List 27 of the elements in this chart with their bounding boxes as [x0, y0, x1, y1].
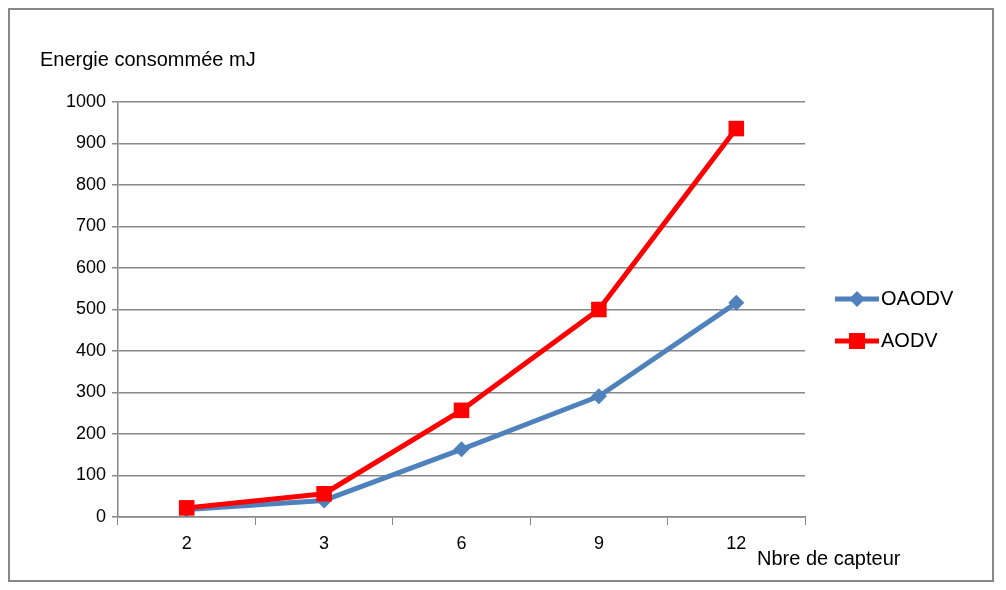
y-tick-label: 0 — [95, 505, 106, 526]
y-tick-label: 100 — [75, 464, 106, 485]
point — [728, 120, 745, 137]
y-tick-label: 500 — [75, 298, 106, 319]
y-tick-label: 400 — [75, 339, 106, 360]
x-tick-label: 3 — [319, 532, 330, 553]
y-tick-label: 300 — [75, 381, 106, 402]
y-tick-label: 800 — [75, 173, 106, 194]
point — [591, 301, 607, 318]
legend-label: AODV — [881, 328, 939, 351]
y-tick-label: 700 — [75, 215, 106, 236]
y-tick-label: 200 — [75, 422, 106, 443]
legend-label: OAODV — [881, 286, 954, 309]
x-tick-label: 2 — [181, 532, 192, 553]
x-tick-label: 12 — [726, 532, 747, 553]
x-tick-label: 6 — [456, 532, 467, 553]
point — [453, 402, 470, 419]
y-axis-title: Energie consommée mJ — [40, 47, 256, 70]
y-tick-label: 600 — [75, 256, 106, 277]
point — [728, 294, 745, 311]
point — [316, 485, 332, 502]
point — [590, 388, 607, 405]
y-tick-label: 1000 — [65, 90, 106, 111]
point — [453, 441, 470, 458]
x-tick-label: 9 — [593, 532, 604, 553]
y-tick-label: 900 — [75, 132, 106, 153]
x-axis-title: Nbre de capteur — [757, 546, 901, 569]
